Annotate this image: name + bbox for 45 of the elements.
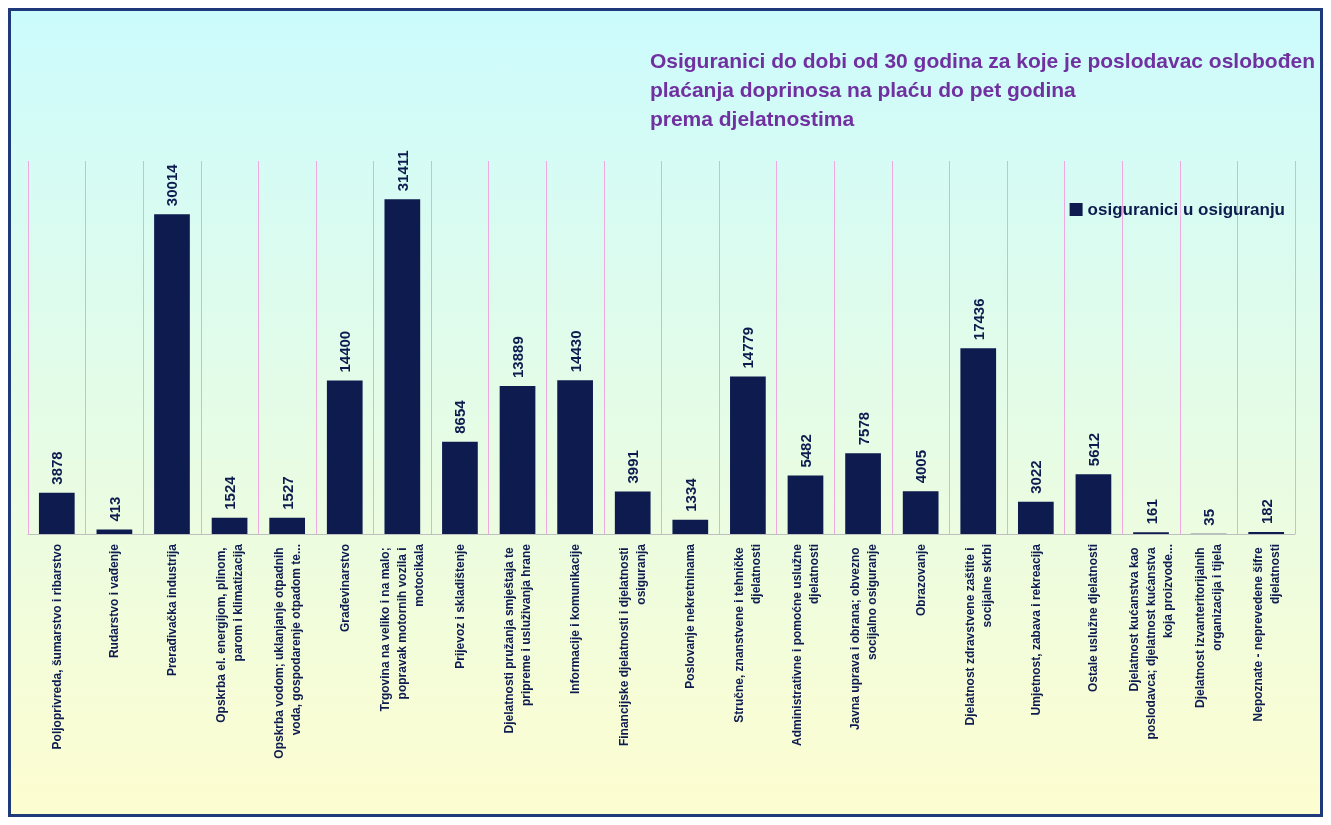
data-label: 4005 [912,449,930,484]
data-label: 30014 [163,163,181,207]
data-label: 7578 [854,411,872,446]
data-label: 5612 [1084,432,1102,467]
data-label: 8654 [451,399,469,434]
x-tick-label: Djelatnost kućanstva kao poslodavca; djelatnost kućanstva koja proizvode... [1127,544,1176,740]
x-tick-label: Rudarstvo i vađenje [107,543,122,659]
x-tick-label: Opskrba el. energijom, plinom, parom i klimatizacija [214,543,246,723]
data-label: 5482 [796,434,814,468]
data-label: 14400 [336,330,354,373]
x-tick-label: Nepoznate - neprevedene šifre djelatnosti [1250,544,1282,722]
x-tick-label: Djelatnosti pružanja smještaja te pripreme i usluživanja hrane [502,543,534,734]
x-tick-label: Poljoprivreda, šumarstvo i ribarstvo [49,544,64,750]
x-tick-label: Umjetnost, zabava i rekreacija [1028,543,1043,716]
x-tick-label: Trgovina na veliko i na malo; popravak motornih vozila i motocikala [378,543,427,712]
data-label: 3878 [48,451,66,485]
data-label: 1334 [681,477,699,512]
data-label: 13889 [509,336,527,378]
x-tick-label: Obrazovanje [913,543,928,617]
x-tick-label: Javna uprava i obrana; obvezno socijalno osiguranje [847,543,879,731]
x-tick-label: Građevinarstvo [337,544,352,633]
data-label: 161 [1142,499,1160,525]
data-label: 14430 [566,330,584,373]
x-tick-label: Djelatnost izvanteritorijalnih organizacija i tijela [1193,543,1225,709]
data-label: 31411 [393,150,411,192]
x-tick-label: Ostale uslužne djelatnosti [1086,544,1101,693]
data-label: 182 [1257,499,1275,525]
x-tick-label: Prerađivačka industrija [164,543,179,677]
data-label: 3022 [1027,460,1045,494]
x-tick-label: Opskrba vodom; uklanjanje otpadnih voda, gospodarenje otpadom te... [271,544,303,759]
data-label: 1524 [221,475,239,510]
data-label: 35 [1200,508,1218,526]
x-tick-label: Financijske djelatnosti i djelatnosti osiguranja [617,543,649,747]
data-label: 17436 [969,298,987,341]
data-label: 413 [105,496,123,522]
x-tick-label: Poslovanje nekretninama [683,543,698,689]
x-tick-label: Djelatnost zdravstvene zaštite i socijalne skrbi [962,544,994,726]
legend-label: osiguranici u osiguranju [1087,200,1286,219]
x-tick-label: Prijevoz i skladištenje [452,543,467,669]
x-tick-label: Informacije i komunikacije [568,543,583,695]
x-tick-label: Stručne, znanstvene i tehničke djelatnosti [732,544,764,723]
data-label: 3991 [624,450,642,484]
data-label: 1527 [278,476,296,510]
chart-title: Osiguranici do dobi od 30 godina za koje je poslodavac oslobođen plaćanja doprinosa na plaću do pet godina prema djelatnostima [649,49,1316,130]
data-label: 14779 [739,326,757,369]
